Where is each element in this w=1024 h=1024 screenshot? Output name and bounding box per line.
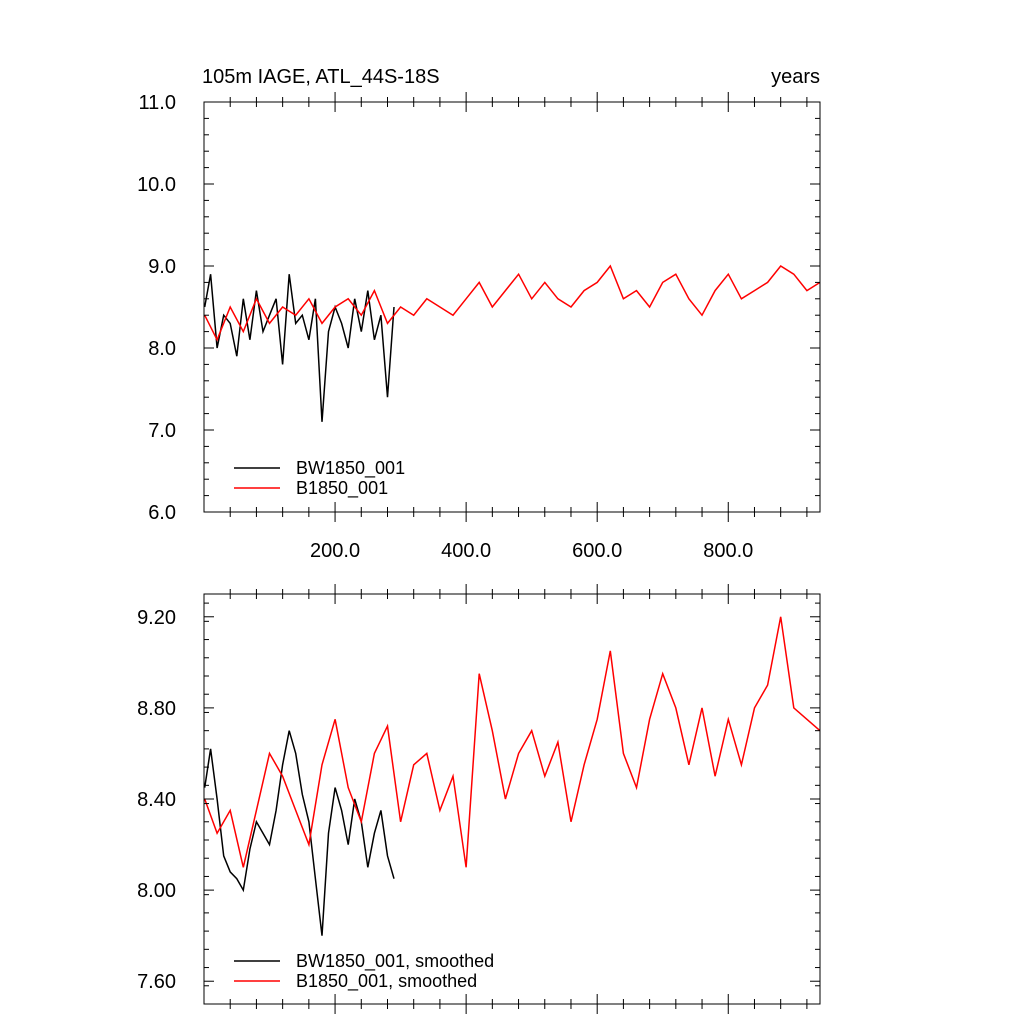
y-tick-label: 6.0 (148, 502, 176, 524)
legend-label-0: BW1850_001 (296, 458, 405, 479)
bottom-series-group (203, 616, 821, 936)
y-tick-label: 11.0 (139, 92, 176, 114)
y-tick-label: 8.80 (137, 698, 176, 720)
top-series-group (203, 264, 821, 422)
legend-label-1: B1850_001, smoothed (296, 971, 477, 992)
series-line-1 (204, 264, 821, 342)
series-line-0 (203, 730, 395, 936)
top-plot: 105m IAGE, ATL_44S-18S years 6.0 7.0 8.0 9.… (137, 66, 821, 562)
y-tick-label: 9.0 (148, 256, 176, 278)
x-tick-label: 400.0 (441, 540, 491, 562)
bottom-plot: 7.60 8.00 8.40 8.80 9.20 BW1850_001, smoothe… (137, 584, 821, 1014)
x-tick-label: 200.0 (310, 540, 360, 562)
bottom-ticks-group: 7.60 8.00 8.40 8.80 9.20 (137, 584, 820, 1014)
series-line-1 (203, 616, 821, 868)
top-ticks-group: 6.0 7.0 8.0 9.0 10.0 11.0 200.0 400.0 600.0 800.0 (137, 92, 820, 562)
y-tick-label: 8.40 (137, 789, 176, 811)
legend-label-0: BW1850_001, smoothed (296, 951, 494, 972)
y-tick-label: 7.0 (148, 420, 176, 442)
legend-label-1: B1850_001 (296, 478, 388, 499)
top-title-right: years (771, 66, 820, 88)
y-tick-label: 8.0 (148, 338, 176, 360)
top-title-left: 105m IAGE, ATL_44S-18S (202, 66, 440, 88)
y-tick-label: 7.60 (137, 971, 176, 993)
x-tick-label: 600.0 (572, 540, 622, 562)
x-tick-label: 800.0 (703, 540, 753, 562)
series-line-0 (203, 274, 395, 422)
y-tick-label: 9.20 (137, 607, 176, 629)
y-tick-label: 10.0 (137, 174, 176, 196)
top-plot-frame (203, 101, 821, 513)
y-tick-label: 8.00 (137, 880, 176, 902)
